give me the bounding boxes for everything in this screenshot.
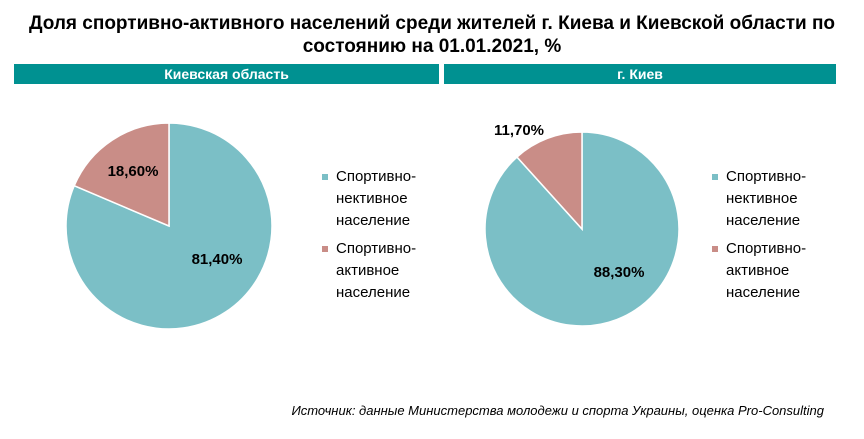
legend-label-active: Спортивно-активное население bbox=[726, 240, 807, 301]
legend-kiev-city: Спортивно-нективное население Спортивно-… bbox=[712, 166, 846, 304]
pie-slice-inactive bbox=[484, 131, 680, 327]
pie-chart-kiev-city: 88,30% 11,70% bbox=[484, 122, 680, 327]
chart-header-kiev-oblast: Киевская область bbox=[14, 64, 439, 84]
legend-label-active: Спортивно-активное население bbox=[336, 240, 417, 301]
legend-swatch-active bbox=[322, 246, 328, 252]
pie-label-active: 11,70% bbox=[494, 122, 544, 139]
pie-label-active: 18,60% bbox=[108, 163, 159, 180]
pie-label-inactive: 81,40% bbox=[192, 251, 243, 268]
legend-swatch-active bbox=[712, 246, 718, 252]
pie-slice-active bbox=[515, 131, 583, 231]
chart-header-kiev-city: г. Киев bbox=[444, 64, 836, 84]
legend-kiev-oblast: Спортивно-нективное население Спортивно-… bbox=[322, 166, 456, 304]
pie-slice-inactive bbox=[65, 122, 273, 330]
legend-item-active: Спортивно-активное население bbox=[322, 238, 456, 304]
legend-item-inactive: Спортивно-нективное население bbox=[322, 166, 456, 232]
source-note: Источник: данные Министерства молодежи и… bbox=[291, 403, 824, 418]
pie-chart-kiev-oblast: 81,40% 18,60% bbox=[65, 122, 273, 330]
legend-label-inactive: Спортивно-нективное население bbox=[726, 168, 807, 229]
legend-label-inactive: Спортивно-нективное население bbox=[336, 168, 417, 229]
legend-item-inactive: Спортивно-нективное население bbox=[712, 166, 846, 232]
chart-title: Доля спортивно-активного населений среди… bbox=[28, 13, 836, 57]
pie-slice-active bbox=[73, 122, 170, 228]
legend-swatch-inactive bbox=[712, 174, 718, 180]
legend-swatch-inactive bbox=[322, 174, 328, 180]
pie-label-inactive: 88,30% bbox=[594, 264, 645, 281]
legend-item-active: Спортивно-активное население bbox=[712, 238, 846, 304]
